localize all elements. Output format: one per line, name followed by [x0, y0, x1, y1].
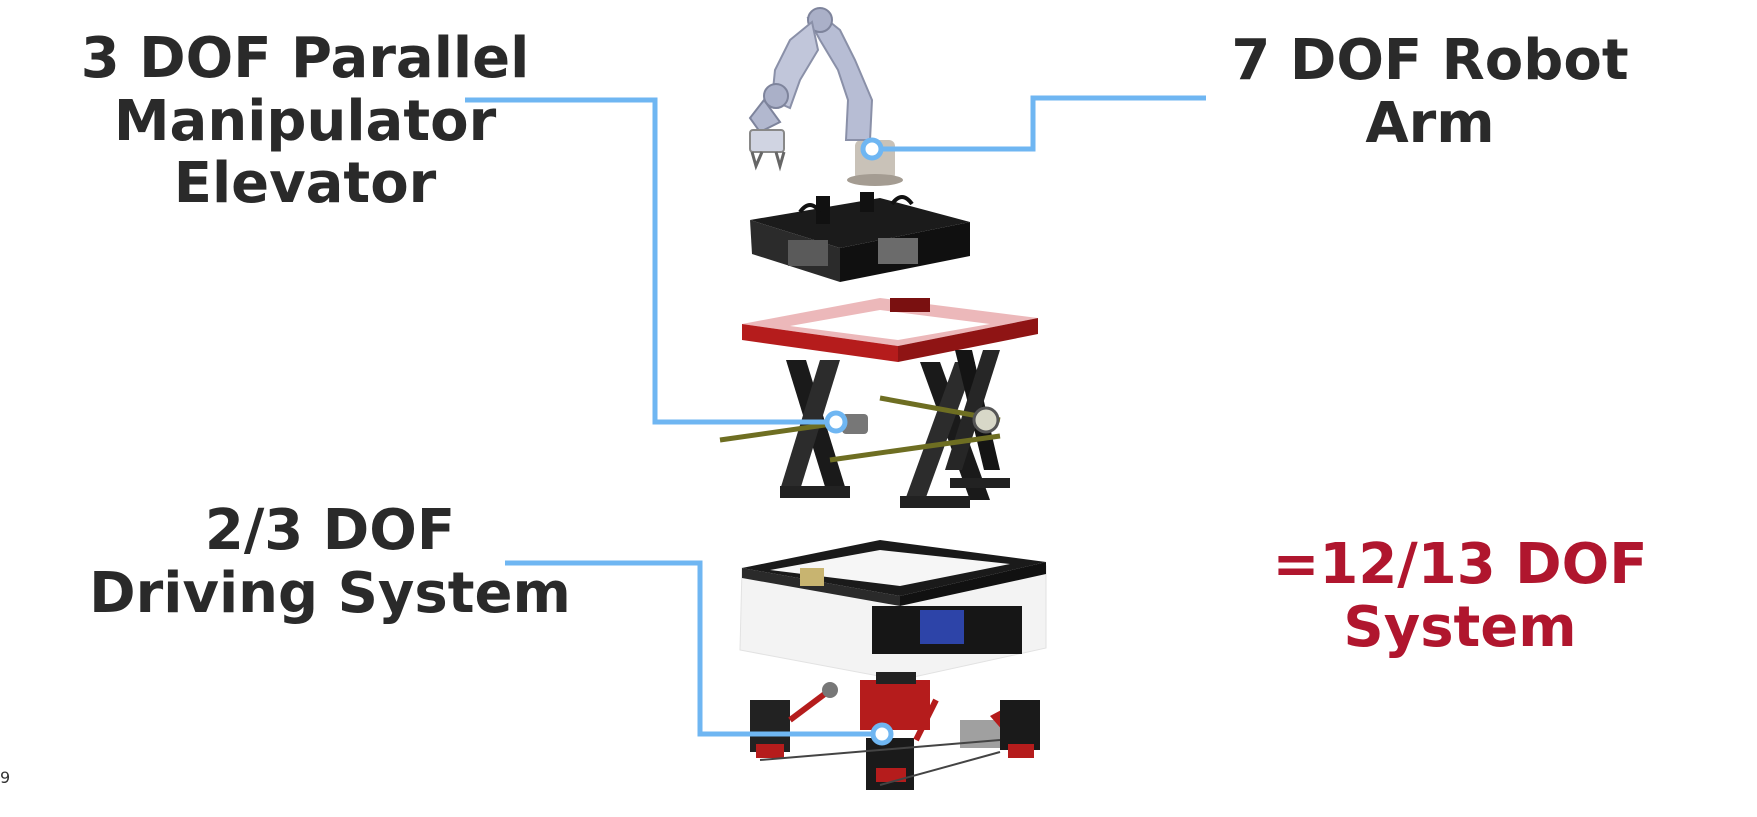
label-line: =12/13 DOF	[1272, 532, 1648, 597]
label-line: 2/3 DOF	[204, 498, 456, 563]
label-line: 7 DOF Robot	[1231, 28, 1629, 93]
label-line: Driving System	[89, 560, 571, 626]
callout-drive	[505, 560, 882, 737]
label-total-dof: =12/13 DOF System	[1240, 532, 1680, 660]
label-driving-system: 2/3 DOF Driving System	[70, 498, 590, 626]
slide-number: 9	[0, 768, 11, 787]
label-parallel-manipulator: 3 DOF Parallel Manipulator Elevator	[60, 26, 550, 217]
robot-arm-illustration	[748, 7, 903, 186]
callout-endpoints	[824, 137, 894, 746]
label-line: Elevator	[173, 151, 437, 217]
callout-dot-parallel	[824, 410, 848, 434]
wheel-modules	[750, 672, 1040, 790]
label-robot-arm: 7 DOF Robot Arm	[1210, 28, 1650, 156]
label-line: Arm	[1365, 90, 1495, 156]
callout-parallel	[465, 97, 836, 425]
callout-dot-arm	[860, 137, 884, 161]
scissor-lift-mechanism	[719, 350, 1010, 508]
red-elevator-frame	[742, 298, 1038, 362]
callout-lines	[465, 95, 1206, 737]
label-line: System	[1343, 594, 1577, 660]
callout-arm	[880, 95, 1206, 152]
label-line: 3 DOF Parallel	[80, 26, 530, 91]
driving-base-frame	[739, 540, 1047, 681]
callout-dot-drive	[870, 722, 894, 746]
top-plate-module	[750, 192, 970, 282]
label-line: Manipulator	[113, 88, 497, 154]
